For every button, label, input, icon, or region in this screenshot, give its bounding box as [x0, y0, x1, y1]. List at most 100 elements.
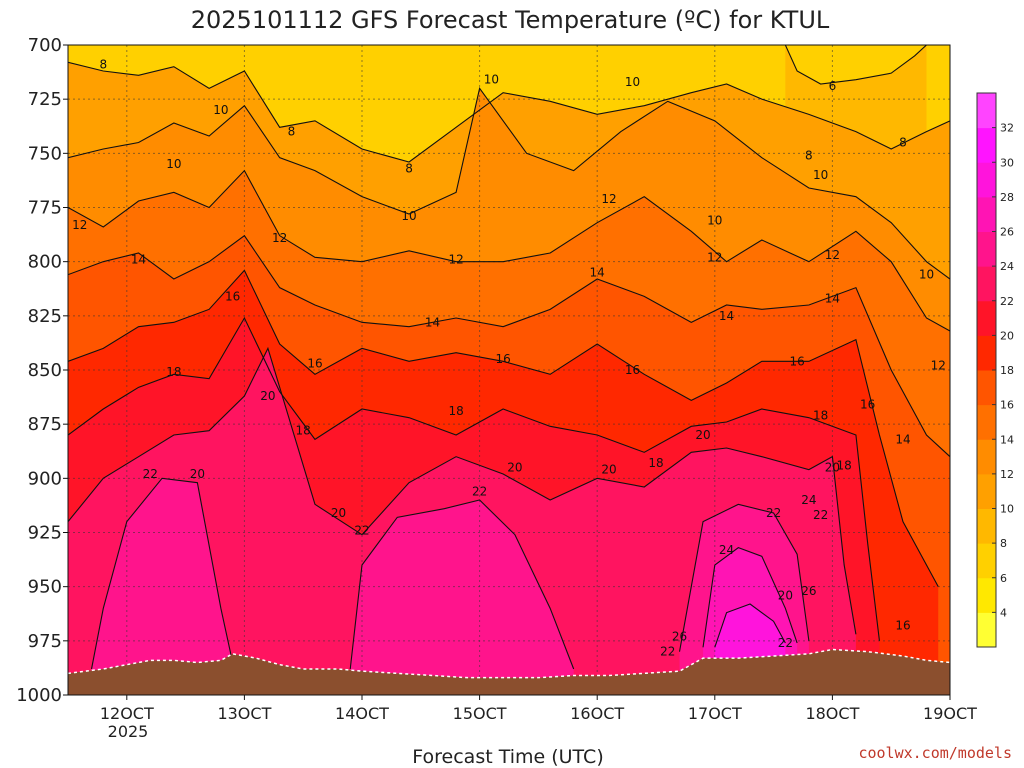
isotherm-contours: [68, 45, 950, 670]
colorbar-swatch-12: [977, 196, 996, 232]
terrain-fill: [68, 649, 950, 695]
contour-6-0: [784, 45, 927, 85]
contour-label-27: 16: [307, 357, 322, 371]
contour-label-45: 20: [695, 428, 710, 442]
credit-label: coolwx.com/models: [858, 744, 1012, 762]
x-axis-label: Forecast Time (UTC): [412, 746, 603, 768]
contour-label-16: 12: [448, 253, 463, 267]
colorbar-swatch-3: [977, 508, 996, 544]
colorbar-swatch-0: [977, 612, 996, 648]
contour-label-29: 16: [625, 363, 640, 377]
x-tick-label-0: 12OCT: [100, 704, 154, 723]
colorbar-label-16: 16: [1000, 399, 1014, 412]
colorbar-label-32: 32: [1000, 122, 1014, 135]
contour-16-5: [68, 269, 939, 587]
contour-label-20: 14: [131, 253, 146, 267]
contour-label-23: 14: [719, 309, 734, 323]
contour-label-44: 20: [601, 463, 616, 477]
colorbar-swatch-1: [977, 577, 996, 613]
contour-label-50: 22: [472, 484, 487, 498]
contour-22-9: [349, 499, 575, 670]
contour-label-39: 12: [931, 359, 946, 373]
colorbar-swatch-8: [977, 335, 996, 371]
grid-lines: [68, 45, 950, 695]
contour-label-14: 12: [72, 218, 87, 232]
y-tick-label-900: 900: [28, 468, 62, 489]
colorbar-swatch-6: [977, 404, 996, 440]
colorbar-swatch-5: [977, 439, 996, 475]
colorbar-swatch-2: [977, 543, 996, 579]
colorbar-swatch-7: [977, 370, 996, 406]
y-tick-label-1000: 1000: [16, 685, 62, 706]
contour-label-51: 22: [766, 506, 781, 520]
contour-label-7: 10: [484, 73, 499, 87]
contour-label-52: 22: [813, 508, 828, 522]
colorbar-label-4: 4: [1000, 606, 1007, 619]
chart-title: 2025101112 GFS Forecast Temperature (ºC)…: [191, 6, 830, 34]
colorbar-swatch-10: [977, 266, 996, 302]
colorbar-label-8: 8: [1000, 537, 1007, 550]
contour-label-35: 18: [448, 404, 463, 418]
contour-label-38: 18: [837, 458, 852, 472]
contour-label-53: 22: [660, 645, 675, 659]
contour-label-58: 26: [801, 584, 816, 598]
contour-label-56: 24: [801, 493, 816, 507]
contour-label-28: 16: [495, 352, 510, 366]
contour-label-48: 22: [143, 467, 158, 481]
x-tick-label-4: 16OCT: [570, 704, 624, 723]
contour-label-19: 12: [825, 248, 840, 262]
colorbar: 4 6 8 10 12 14 16 18 20 22 24 26 28 30 32: [976, 92, 1014, 648]
y-tick-label-975: 975: [28, 631, 62, 652]
contour-label-25: 14: [895, 432, 910, 446]
contour-label-55: 24: [719, 543, 734, 557]
y-tick-label-800: 800: [28, 252, 62, 273]
time-axis: 12OCT 13OCT 14OCT 15OCT 16OCT 17OCT 18OCT 19OCT: [100, 695, 977, 723]
colorbar-label-28: 28: [1000, 191, 1014, 204]
colorbar-label-14: 14: [1000, 433, 1014, 446]
contour-label-13: 8: [805, 149, 813, 163]
colorbar-swatch-15: [977, 93, 996, 129]
terrain-edge: [68, 648, 950, 679]
colorbar-swatch-14: [977, 127, 996, 163]
y-tick-label-700: 700: [28, 35, 62, 56]
contour-label-17: 12: [601, 192, 616, 206]
contour-label-4: 6: [829, 79, 837, 93]
colorbar-label-26: 26: [1000, 226, 1014, 239]
contour-label-41: 20: [260, 389, 275, 403]
contour-label-18: 12: [707, 250, 722, 264]
colorbar-label-20: 20: [1000, 329, 1014, 342]
contour-14-4: [68, 234, 950, 458]
contour-10-2: [68, 87, 950, 280]
colorbar-swatch-9: [977, 300, 996, 336]
y-tick-label-775: 775: [28, 198, 62, 219]
contour-label-6: 10: [213, 103, 228, 117]
y-tick-label-950: 950: [28, 577, 62, 598]
contour-18-6: [68, 316, 880, 641]
colorbar-label-6: 6: [1000, 572, 1007, 585]
contour-label-54: 22: [778, 636, 793, 650]
colorbar-label-10: 10: [1000, 503, 1014, 516]
colorbar-swatch-4: [977, 473, 996, 509]
contour-label-36: 18: [648, 456, 663, 470]
contour-label-0: 8: [99, 58, 107, 72]
contour-label-47: 20: [778, 588, 793, 602]
contour-label-15: 12: [272, 231, 287, 245]
y-tick-label-825: 825: [28, 306, 62, 327]
y-tick-label-850: 850: [28, 360, 62, 381]
temperature-bands: [68, 45, 950, 695]
contour-label-26: 16: [225, 289, 240, 303]
colorbar-label-18: 18: [1000, 364, 1014, 377]
contour-label-30: 16: [789, 354, 804, 368]
x-tick-label-6: 18OCT: [805, 704, 859, 723]
contour-label-57: 26: [672, 630, 687, 644]
terrain-surface: [68, 648, 950, 695]
contour-22-10: [678, 503, 810, 652]
contour-label-12: 10: [919, 268, 934, 282]
contour-label-42: 20: [331, 506, 346, 520]
contour-20-7: [68, 346, 857, 635]
contour-label-2: 8: [405, 162, 413, 176]
contour-26-12: [714, 603, 786, 648]
